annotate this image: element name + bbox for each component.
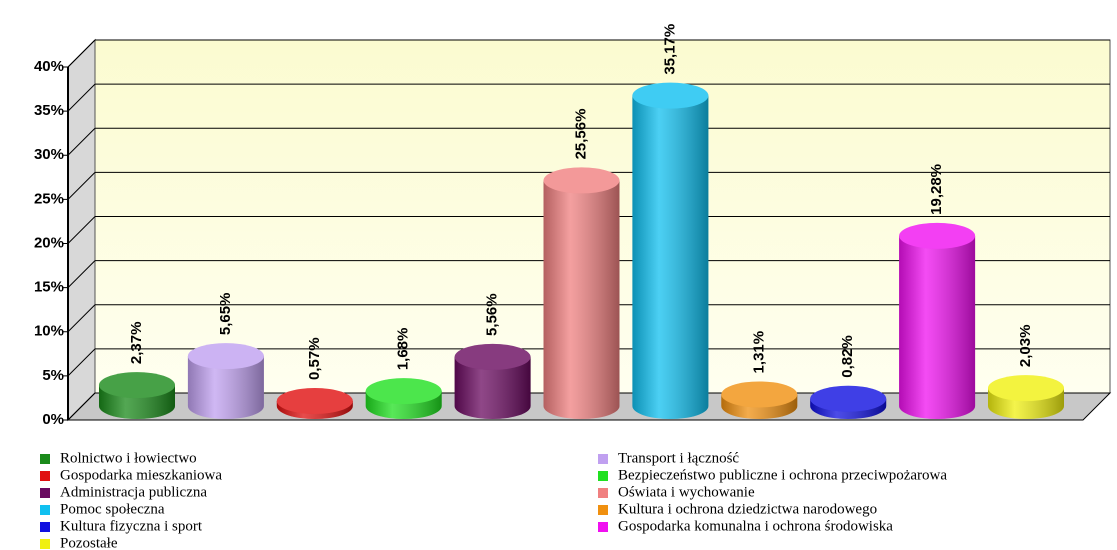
- legend-swatch: [598, 471, 608, 481]
- y-tick-label: 10%: [34, 323, 64, 340]
- legend-label: Rolnictwo i łowiectwo: [60, 450, 197, 466]
- grid-line: [67, 260, 96, 288]
- bar-top-light: [187, 343, 264, 370]
- bar-top-light: [99, 372, 175, 399]
- legend-swatch: [40, 539, 50, 549]
- bar-top: [276, 387, 353, 414]
- bar-shade: [187, 356, 264, 419]
- bar-top-light: [543, 167, 620, 194]
- value-label: 2,03%: [1017, 325, 1034, 368]
- legend-label: Pozostałe: [60, 535, 118, 550]
- grid-line: [67, 216, 96, 244]
- bar-top: [988, 375, 1064, 402]
- y-tick-label: 20%: [34, 234, 64, 251]
- bar-shade: [899, 235, 976, 419]
- grid-line: [67, 172, 96, 200]
- bar-top: [543, 167, 620, 194]
- value-label: 19,28%: [928, 164, 945, 215]
- legend-label: Administracja publiczna: [60, 484, 207, 500]
- value-label: 0,82%: [839, 335, 856, 378]
- y-tick-label: 0%: [42, 411, 64, 428]
- grid-line: [67, 348, 96, 377]
- legend-label: Kultura fizyczna i sport: [60, 518, 203, 534]
- grid-line: [67, 304, 96, 333]
- bar-top-light: [632, 82, 709, 109]
- y-tick-label: 25%: [34, 190, 64, 207]
- grid-line: [67, 83, 96, 112]
- value-label: 1,31%: [750, 331, 767, 374]
- legend-label: Bezpieczeństwo publiczne i ochrona przec…: [618, 467, 947, 483]
- value-label: 1,68%: [395, 328, 412, 371]
- legend-swatch: [598, 505, 608, 515]
- y-tick-label: 5%: [42, 367, 64, 384]
- legend-swatch: [40, 522, 50, 532]
- bar-top-light: [454, 343, 531, 370]
- grid-line: [67, 392, 96, 421]
- bar-top: [365, 378, 442, 405]
- legend-swatch: [598, 488, 608, 498]
- bar-top: [899, 222, 976, 249]
- value-label: 2,37%: [128, 322, 145, 365]
- bar-top: [187, 343, 264, 370]
- legend-label: Oświata i wychowanie: [618, 484, 755, 500]
- legend-swatch: [598, 522, 608, 532]
- bar-top-light: [276, 387, 353, 414]
- bar-top-light: [988, 375, 1064, 402]
- bar-top-light: [721, 381, 798, 408]
- grid-line: [67, 39, 96, 68]
- grid-line: [67, 127, 96, 156]
- value-label: 35,17%: [661, 24, 678, 75]
- legend-swatch: [40, 454, 50, 464]
- bar-top-light: [810, 385, 887, 412]
- legend-label: Gospodarka mieszkaniowa: [60, 467, 222, 483]
- legend-label: Pomoc społeczna: [60, 501, 165, 517]
- bar-shade: [543, 180, 620, 419]
- legend-swatch: [598, 454, 608, 464]
- legend-swatch: [40, 505, 50, 515]
- bar-top: [632, 82, 709, 109]
- value-label: 5,65%: [217, 293, 234, 336]
- bar-shade: [632, 95, 709, 419]
- bar-top-light: [899, 222, 976, 249]
- legend-label: Kultura i ochrona dziedzictwa narodowego: [618, 501, 877, 517]
- bar-top: [721, 381, 798, 408]
- bar-top: [454, 343, 531, 370]
- bar-shade: [454, 356, 531, 419]
- y-tick-label: 30%: [34, 146, 64, 163]
- legend-swatch: [40, 471, 50, 481]
- y-tick-label: 35%: [34, 102, 64, 119]
- legend-label: Gospodarka komunalna i ochrona środowisk…: [618, 518, 893, 534]
- y-tick-label: 15%: [34, 279, 64, 296]
- legend-swatch: [40, 488, 50, 498]
- value-label: 5,56%: [484, 293, 501, 336]
- bar-top-light: [365, 378, 442, 405]
- legend-label: Transport i łączność: [618, 450, 739, 466]
- value-label: 25,56%: [572, 109, 589, 160]
- y-tick-label: 40%: [34, 58, 64, 75]
- value-label: 0,57%: [306, 337, 323, 380]
- bar-top: [810, 385, 887, 412]
- bar-top: [99, 372, 175, 399]
